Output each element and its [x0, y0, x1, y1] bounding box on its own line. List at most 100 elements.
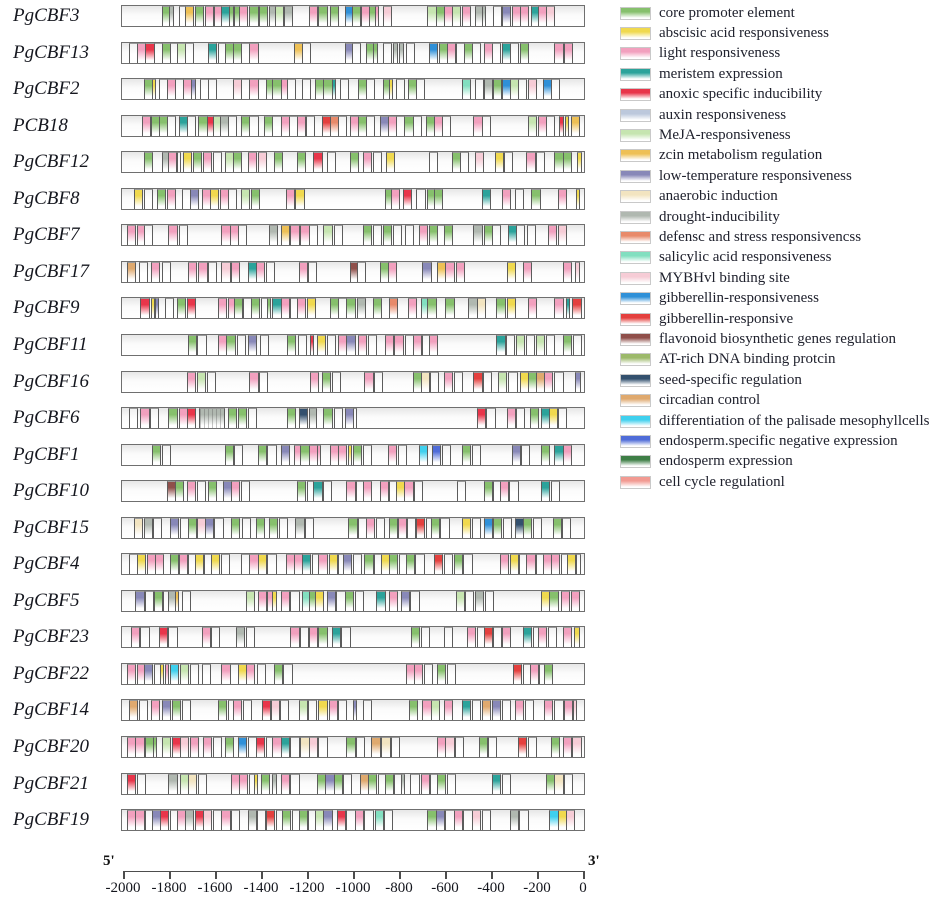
- cis-element-blank: [506, 334, 516, 355]
- cis-element-mark: [224, 737, 234, 757]
- cis-element-mark: [493, 517, 503, 538]
- cis-element-mark: [165, 663, 170, 684]
- cis-element-mark: [171, 700, 181, 721]
- cis-element-blank: [186, 115, 197, 136]
- legend-label: endosperm.specific negative expression: [659, 432, 898, 449]
- cis-element-mark: [194, 554, 204, 575]
- legend-label: MYBHvl binding site: [659, 269, 790, 286]
- cis-element-mark: [374, 810, 384, 831]
- gene-row: PgCBF8: [0, 187, 946, 210]
- cis-element-mark: [160, 810, 170, 831]
- cis-element-mark: [526, 554, 536, 575]
- cis-element-blank: [240, 481, 250, 502]
- promoter-track: [121, 516, 585, 539]
- cis-element-mark: [246, 590, 256, 611]
- gene-row: PgCBF13: [0, 41, 946, 64]
- cis-element-mark: [444, 225, 454, 246]
- gene-row: PgCBF6: [0, 407, 946, 430]
- legend-swatch: [620, 190, 651, 204]
- cis-element-mark: [208, 481, 218, 502]
- cis-element-blank: [305, 115, 315, 136]
- cis-element-mark: [419, 444, 429, 465]
- cis-element-mark: [130, 627, 140, 648]
- legend-label: endosperm expression: [659, 453, 793, 470]
- cis-element-mark: [239, 6, 249, 26]
- axis-tick: [215, 871, 217, 879]
- cis-element-mark: [150, 700, 160, 721]
- axis-tick: [307, 871, 309, 879]
- cis-element-mark: [481, 6, 487, 26]
- axis-tick-label: -1000: [335, 880, 371, 896]
- cis-element-mark: [170, 517, 180, 538]
- cis-element-mark: [193, 152, 203, 173]
- legend-label: light responsiveness: [659, 45, 781, 62]
- cis-element-mark: [308, 627, 318, 648]
- cis-element-blank: [128, 408, 139, 429]
- legend-label: abscisic acid responsiveness: [659, 25, 829, 42]
- cis-element-mark: [313, 481, 323, 502]
- cis-element-mark: [461, 517, 472, 538]
- cis-element-mark: [527, 115, 537, 136]
- cis-element-mark: [453, 554, 463, 575]
- promoter-track: [121, 5, 585, 27]
- cis-element-mark: [432, 444, 442, 465]
- cis-element-blank: [249, 115, 259, 136]
- cis-element-mark: [186, 481, 197, 502]
- cis-element-mark: [389, 298, 399, 319]
- cis-element-mark: [387, 261, 398, 282]
- cis-element-mark: [204, 6, 214, 26]
- cis-element-mark: [162, 737, 172, 757]
- cis-element-mark: [208, 42, 218, 63]
- cis-element-blank: [331, 371, 341, 392]
- gene-label: PgCBF20: [13, 736, 89, 757]
- legend-item: circadian control: [620, 390, 929, 410]
- cis-element-blank: [333, 225, 343, 246]
- cis-element-mark: [270, 700, 280, 721]
- gene-row: PgCBF12: [0, 151, 946, 174]
- cis-element-mark: [564, 42, 574, 63]
- cis-element-blank: [298, 334, 308, 355]
- cis-element-blank: [405, 42, 415, 63]
- cis-element-blank: [483, 371, 493, 392]
- cis-element-mark: [506, 298, 516, 319]
- cis-element-mark: [412, 334, 422, 355]
- cis-element-mark: [529, 663, 539, 684]
- cis-element-mark: [272, 773, 277, 794]
- legend-label: anoxic specific inducibility: [659, 86, 823, 103]
- cis-element-mark: [572, 700, 578, 721]
- cis-element-blank: [196, 481, 206, 502]
- axis-tick-label: -200: [523, 880, 551, 896]
- cis-element-mark: [560, 590, 571, 611]
- cis-element-mark: [151, 444, 162, 465]
- cis-element-mark: [461, 700, 472, 721]
- cis-element-mark: [295, 188, 305, 209]
- legend-label: cell cycle regulationl: [659, 473, 785, 490]
- cis-element-blank: [227, 188, 237, 209]
- cis-element-mark: [572, 298, 582, 319]
- cis-element-blank: [446, 773, 456, 794]
- cis-element-mark: [186, 298, 197, 319]
- cis-element-mark: [290, 225, 300, 246]
- cis-element-blank: [368, 334, 378, 355]
- cis-element-mark: [511, 444, 521, 465]
- cis-element-mark: [331, 79, 336, 100]
- legend-swatch: [620, 271, 651, 285]
- cis-element-mark: [338, 444, 348, 465]
- cis-element-blank: [220, 554, 231, 575]
- gene-row: PCB18: [0, 114, 946, 137]
- cis-element-blank: [460, 152, 470, 173]
- axis-tick: [399, 871, 401, 879]
- cis-element-mark: [414, 663, 424, 684]
- legend-item: anoxic specific inducibility: [620, 85, 929, 105]
- cis-element-blank: [231, 810, 241, 831]
- cis-element-mark: [127, 261, 137, 282]
- cis-element-blank: [162, 444, 172, 465]
- cis-element-blank: [547, 627, 557, 648]
- cis-element-mark: [575, 371, 581, 392]
- promoter-track: [121, 772, 585, 795]
- cis-element-mark: [346, 334, 356, 355]
- gene-label: PgCBF1: [13, 443, 80, 465]
- cis-element-mark: [499, 554, 509, 575]
- legend-label: zcin metabolism regulation: [659, 147, 823, 164]
- cis-element-blank: [206, 371, 216, 392]
